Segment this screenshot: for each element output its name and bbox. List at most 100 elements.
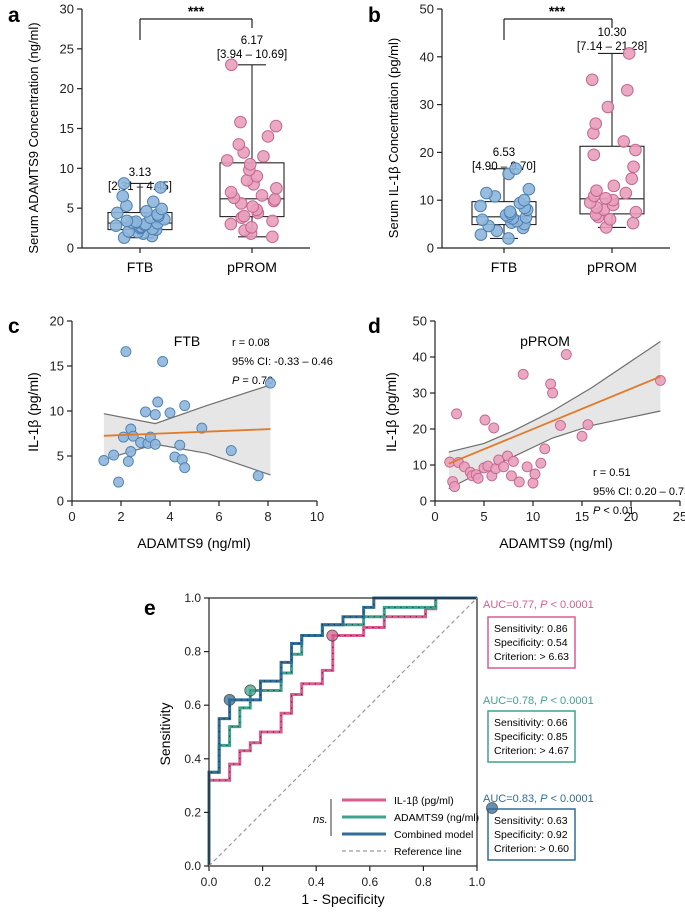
roc-ytick-label: 0.8 [184,645,201,659]
roc-xtick-label: 0.0 [201,875,218,889]
panel-d-chart: pPROM ADAMTS9 (ng/ml) IL-1β (pg/ml) r = … [383,314,685,552]
panel-b-ftb-point [509,162,522,175]
roc-combined-marker [486,802,498,814]
panel-a-pprom-point [224,217,238,231]
roc-curve-combined [207,596,477,866]
roc-annot-spec-il1b: Specificity: 0.54 [494,637,568,649]
roc-legend-label-reference: Reference line [394,846,462,858]
panel-b-ytick-label: 20 [420,145,434,160]
panel-c-ytick-label: 20 [50,314,64,329]
panel-b-pprom-point [587,148,601,162]
panel-d-ci-upper [448,341,661,453]
panel-c-ytick-label: 10 [50,404,64,419]
panel-b-significance: *** [549,3,566,19]
panel-c-point [196,422,208,434]
panel-c-point [149,438,161,450]
panel-d-ytick-label: 0 [420,494,427,509]
panel-c-xtick-label: 4 [166,509,173,524]
panel-a-ytick-label: 15 [60,121,74,136]
panel-b-ftb-point [502,232,515,245]
panel-b-ftb-point [474,228,488,241]
panel-a-pprom-point [234,115,247,129]
roc-annot-auc-combined: AUC=0.83, P < 0.0001 [483,793,594,805]
panel-b-pprom-point [621,83,634,97]
panel-d-xlabel: ADAMTS9 (ng/ml) [499,535,613,551]
panel-a-pprom-point [225,58,238,72]
panel-b-pprom-point [589,117,603,131]
panel-b-pprom-point [629,143,642,157]
panel-a-pprom-point [261,130,275,143]
panel-b-ftb-point [522,182,536,196]
panel-c-point [120,346,132,358]
panel-c-ytick-label: 5 [57,449,64,464]
panel-b-significance-bracket: *** [503,3,613,40]
panel-b-xtick-pprom: pPROM [587,259,637,275]
roc-curve-adamts9 [207,596,477,866]
roc-plot-frame [208,597,478,867]
roc-annot-p-il1b-value: < 0.0001 [548,599,594,611]
panel-b-pprom-point [607,179,621,193]
panel-c-point [149,409,161,421]
roc-xtick-label: 0.4 [308,875,325,889]
panel-d-point [517,368,529,380]
roc-ytick-label: 1.0 [184,591,201,605]
panel-c-point [117,431,129,443]
panel-label-d: d [368,315,381,338]
panel-d-point [529,468,541,480]
panel-a-ftb-point [116,189,130,203]
roc-annot-auc-adamts9: AUC=0.78, P < 0.0001 [483,695,594,707]
panel-c-point [113,476,125,488]
panel-d-point [527,477,539,489]
panel-a-pprom-point [269,119,283,133]
panel-c-ytick-label: 0 [57,494,64,509]
panel-a-pprom-median: 6.17 [241,35,263,47]
roc-annot-sens-il1b: Sensitivity: 0.86 [494,623,568,635]
panel-d-point [545,378,557,390]
panel-c-point [108,449,120,461]
panel-c-stat-r: r = 0.08 [232,337,270,349]
panel-a-pprom-point [270,181,283,195]
panel-c-xtick-label: 0 [68,509,75,524]
roc-annot-spec-combined: Specificity: 0.92 [494,829,568,841]
panel-a-pprom-point [243,158,257,171]
panel-d-point [449,481,461,493]
panel-d-xtick-label: 20 [624,509,638,524]
panel-c-ylabel: IL-1β (pg/ml) [25,372,41,452]
panel-a-xtick-pprom: pPROM [227,259,277,275]
roc-legend-item-reference: Reference line [342,846,462,858]
panel-a-pprom-iqr: [3.94 – 10.69] [217,49,287,61]
roc-xtick-label: 1.0 [469,875,486,889]
panel-c-ci-upper [103,384,271,425]
panel-b-pprom-point [625,172,639,185]
panel-label-b: b [368,4,381,27]
panel-d-point [554,419,566,431]
roc-annotation-adamts9: AUC=0.78, P < 0.0001 Sensitivity: 0.66 S… [483,695,594,763]
panel-d-xtick-label: 0 [431,509,438,524]
panel-b-pprom-point [622,47,636,60]
panel-b-ftb-point [474,199,487,213]
panel-c-point [179,400,191,412]
panel-a-ytick-label: 0 [67,241,74,256]
panel-c-point [122,455,134,467]
panel-d-point [547,387,559,399]
roc-legend-box [322,790,476,862]
panel-d-p-value: < 0.01 [603,505,634,517]
panel-label-c: c [8,315,20,338]
panel-d-point [451,408,463,420]
roc-annot-auc-adamts9-text: AUC=0.78, [483,695,540,707]
panel-b-ftb-iqr-box [471,201,537,226]
panel-b-ytick-label: 0 [427,241,434,256]
panel-c-point [125,446,137,457]
panel-a-significance: *** [188,3,205,19]
panel-b-pprom-point [626,216,640,230]
roc-annot-box-adamts9 [487,710,576,763]
panel-b-ytick-label: 50 [420,2,434,17]
roc-annot-p-combined-value: < 0.0001 [548,793,594,805]
panel-d-ytick-label: 20 [413,422,427,437]
roc-legend-item-combined: Combined model [342,829,473,841]
roc-annot-p-combined-label: P [540,793,548,805]
roc-xtick-label: 0.8 [415,875,432,889]
panel-a-pprom-point [268,193,282,206]
roc-annot-p-adamts9-label: P [540,695,548,707]
